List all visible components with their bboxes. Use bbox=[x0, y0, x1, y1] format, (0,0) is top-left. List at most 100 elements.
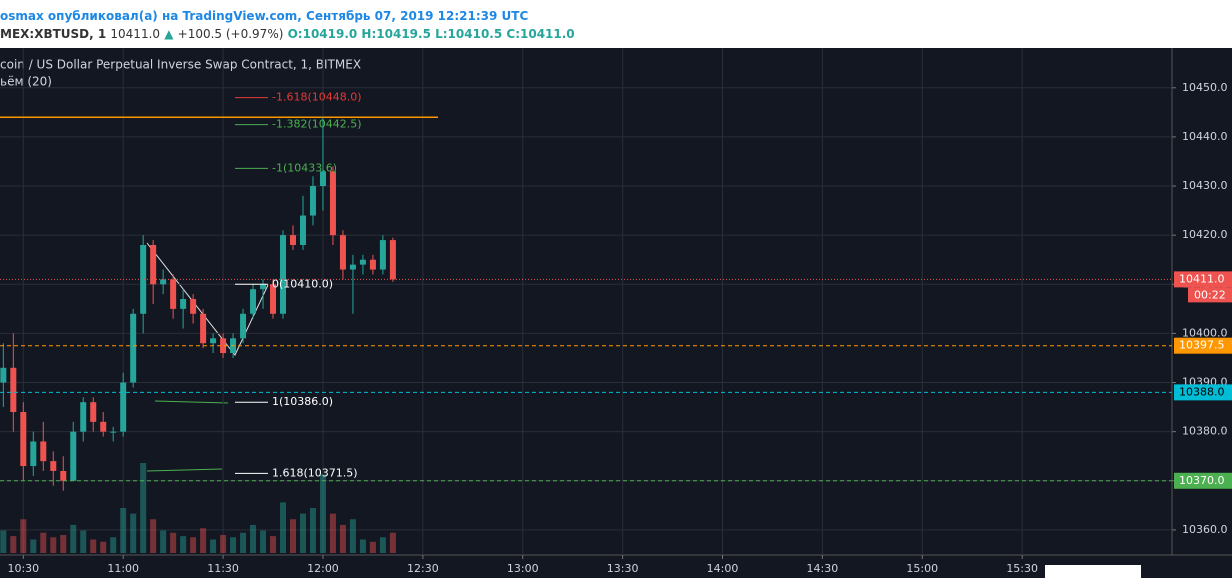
fib-label: 0(10410.0) bbox=[272, 277, 333, 290]
y-tick-label: 10430.0 bbox=[1182, 179, 1228, 192]
fib-label: -1.382(10442.5) bbox=[272, 118, 362, 131]
price-badge bbox=[1174, 271, 1232, 288]
price-badge bbox=[1174, 337, 1232, 354]
arrow-drawing bbox=[146, 468, 223, 472]
volume-bar bbox=[270, 536, 277, 553]
y-tick-label: 10440.0 bbox=[1182, 130, 1228, 143]
candle-body bbox=[389, 240, 396, 280]
symbol-line: MEX:XBTUSD, 1 10411.0 ▲ +100.5 (+0.97%) … bbox=[0, 27, 575, 41]
candle-body bbox=[120, 382, 127, 432]
volume-bar bbox=[100, 541, 107, 553]
candle-body bbox=[170, 279, 177, 309]
volume-bar bbox=[319, 474, 326, 553]
candle-body bbox=[20, 412, 27, 467]
price-badge-label: 10397.5 bbox=[1179, 339, 1225, 352]
volume-bar bbox=[80, 530, 87, 553]
candle-body bbox=[329, 171, 336, 236]
ohlc: O:10419.0 H:10419.5 L:10410.5 C:10411.0 bbox=[287, 27, 575, 41]
candle-body bbox=[260, 284, 267, 290]
symbol: MEX:XBTUSD, 1 bbox=[0, 27, 107, 41]
volume-bar bbox=[180, 536, 187, 553]
candle-body bbox=[250, 289, 257, 314]
candle-body bbox=[220, 338, 227, 354]
volume-label: ьём (20) bbox=[0, 75, 52, 89]
toolbar-box[interactable] bbox=[1045, 565, 1141, 578]
price-badge-label: 10388.0 bbox=[1179, 385, 1225, 398]
candle-body bbox=[210, 338, 217, 344]
volume-bar bbox=[90, 539, 97, 553]
volume-bar bbox=[0, 530, 7, 553]
volume-bar bbox=[30, 539, 37, 553]
x-tick-label: 12:00 bbox=[307, 562, 339, 575]
price-badge-label: 10370.0 bbox=[1179, 474, 1225, 487]
x-tick-label: 13:00 bbox=[507, 562, 539, 575]
y-tick-label: 10380.0 bbox=[1182, 425, 1228, 438]
price-badge-label: 10411.0 bbox=[1179, 272, 1225, 285]
candle-body bbox=[200, 313, 207, 344]
background bbox=[0, 48, 1232, 578]
volume-bar bbox=[50, 537, 57, 553]
volume-bar bbox=[10, 536, 17, 553]
x-tick-label: 14:00 bbox=[707, 562, 739, 575]
candle-body bbox=[359, 259, 366, 265]
x-tick-label: 15:30 bbox=[1006, 562, 1038, 575]
volume-bar bbox=[220, 535, 227, 553]
volume-bar bbox=[329, 513, 336, 553]
candle-body bbox=[240, 313, 247, 339]
last-price: 10411.0 bbox=[110, 27, 161, 41]
candle-body bbox=[160, 279, 167, 285]
x-tick-label: 10:30 bbox=[7, 562, 39, 575]
candle-body bbox=[40, 441, 47, 462]
candle-body bbox=[180, 299, 187, 309]
volume-bar bbox=[60, 535, 67, 553]
volume-bar bbox=[290, 519, 296, 553]
change: +100.5 (+0.97%) bbox=[177, 27, 284, 41]
candle-body bbox=[319, 171, 326, 187]
volume-bar bbox=[359, 539, 366, 553]
candle-body bbox=[309, 186, 316, 216]
volume-bar bbox=[379, 537, 386, 553]
chart-title: coin / US Dollar Perpetual Inverse Swap … bbox=[0, 58, 361, 72]
trend-drawing bbox=[146, 242, 269, 356]
volume-bar bbox=[349, 519, 356, 553]
arrow-drawing bbox=[154, 400, 229, 404]
candle-body bbox=[280, 235, 287, 314]
price-badge bbox=[1174, 472, 1232, 489]
x-tick-label: 13:30 bbox=[607, 562, 639, 575]
y-tick-label: 10400.0 bbox=[1182, 326, 1228, 339]
candle-body bbox=[379, 240, 386, 270]
candle-body bbox=[270, 284, 277, 314]
countdown-label: 00:22 bbox=[1194, 288, 1226, 301]
volume-bar bbox=[280, 502, 287, 553]
candle-body bbox=[150, 244, 157, 285]
y-tick-label: 10450.0 bbox=[1182, 81, 1228, 94]
up-arrow: ▲ bbox=[164, 27, 174, 41]
volume-bar bbox=[40, 532, 47, 553]
candle-body bbox=[130, 313, 137, 383]
volume-bar bbox=[130, 513, 137, 553]
candle-body bbox=[90, 402, 97, 422]
volume-bar bbox=[260, 530, 267, 553]
volume-bar bbox=[110, 537, 117, 553]
x-tick-label: 15:00 bbox=[906, 562, 938, 575]
candle-body bbox=[50, 461, 57, 471]
volume-bar bbox=[339, 524, 346, 553]
volume-bar bbox=[230, 537, 237, 553]
volume-bar bbox=[210, 539, 217, 553]
volume-bar bbox=[120, 508, 127, 553]
candle-body bbox=[60, 470, 67, 481]
fib-label: -1.618(10448.0) bbox=[272, 91, 362, 104]
x-tick-label: 12:30 bbox=[407, 562, 439, 575]
candle-body bbox=[0, 367, 7, 383]
candle-body bbox=[290, 235, 296, 245]
candle-body bbox=[140, 244, 147, 314]
volume-bar bbox=[250, 524, 257, 553]
candle-body bbox=[299, 215, 306, 245]
volume-bar bbox=[369, 541, 376, 553]
volume-bar bbox=[70, 524, 77, 553]
candle-body bbox=[369, 259, 376, 270]
volume-bar bbox=[309, 508, 316, 553]
countdown-badge bbox=[1188, 287, 1232, 303]
header-line: osmax опубликовал(а) на TradingView.com,… bbox=[0, 9, 528, 23]
